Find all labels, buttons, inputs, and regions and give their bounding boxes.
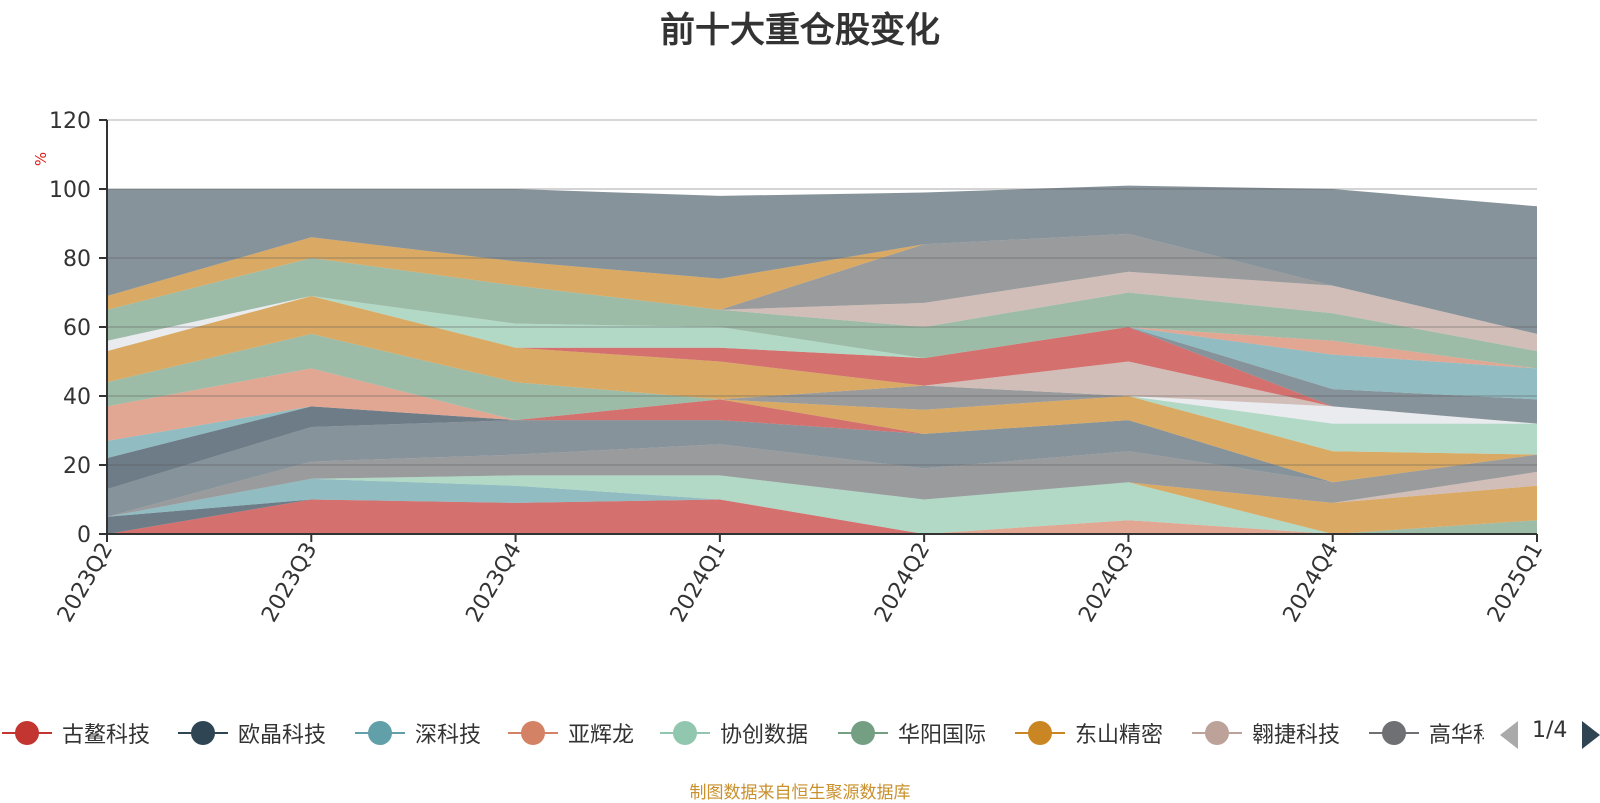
legend-label: 亚辉龙 xyxy=(568,723,635,748)
area-series-10 xyxy=(107,420,1537,517)
area-series-7 xyxy=(107,475,1537,534)
stacked-area-chart: 0 20 40 60 80 100 120 2023Q2 2023Q3 2023Q4 2024Q1 2… xyxy=(49,109,1548,627)
legend-label: 东山精密 xyxy=(1075,723,1164,748)
legend-marker-icon xyxy=(838,716,888,750)
legend-item[interactable]: 古鳌科技 xyxy=(2,716,150,750)
x-tick-label: 2024Q1 xyxy=(666,539,731,627)
area-series-15 xyxy=(107,368,1537,483)
legend-label: 华阳国际 xyxy=(898,723,987,748)
legend-item[interactable]: 亚辉龙 xyxy=(508,716,634,750)
area-series-20 xyxy=(107,333,1537,424)
area-series-5 xyxy=(107,475,1537,534)
x-tick-label: 2023Q4 xyxy=(461,539,526,627)
legend-label: 古鳌科技 xyxy=(62,723,151,748)
legend-prev-arrow-icon[interactable] xyxy=(1500,721,1518,749)
area-series-24 xyxy=(107,296,1537,400)
legend-item[interactable]: 深科技 xyxy=(355,716,481,750)
y-tick-label: 60 xyxy=(63,316,91,341)
area-series-3 xyxy=(107,478,1537,534)
legend-marker-icon xyxy=(1369,716,1419,750)
legend-item[interactable]: 欧晶科技 xyxy=(178,716,326,750)
legend-marker-icon xyxy=(2,716,52,750)
legend-item[interactable]: 东山精密 xyxy=(1015,716,1163,750)
area-series-9 xyxy=(107,444,1537,517)
legend-label: 欧晶科技 xyxy=(238,723,327,748)
legend-marker-icon xyxy=(660,716,710,750)
area-series-18 xyxy=(107,368,1537,424)
x-tick-label: 2024Q2 xyxy=(870,539,935,627)
legend-label: 翱捷科技 xyxy=(1252,723,1341,748)
legend-item[interactable]: 翱捷科技 xyxy=(1192,716,1340,750)
y-tick-label: 40 xyxy=(63,385,91,410)
legend-label: 深科技 xyxy=(415,723,482,748)
x-tick-label: 2023Q2 xyxy=(53,539,118,627)
area-series-17 xyxy=(107,368,1537,424)
data-source-note: 制图数据来自恒生聚源数据库 xyxy=(689,783,911,803)
legend-marker-icon xyxy=(1192,716,1242,750)
legend-marker-icon xyxy=(1015,716,1065,750)
legend-item[interactable]: 华阳国际 xyxy=(838,716,986,750)
area-series-23 xyxy=(107,296,1537,424)
y-tick-label: 120 xyxy=(49,109,91,134)
area-series-19 xyxy=(107,361,1537,424)
y-tick-label: 20 xyxy=(63,454,91,479)
area-series-16 xyxy=(107,368,1537,455)
chart-title: 前十大重仓股变化 xyxy=(659,11,940,51)
area-series-30 xyxy=(107,233,1537,334)
area-series-22 xyxy=(107,296,1537,424)
legend-item[interactable]: 高华科技 xyxy=(1369,716,1484,750)
legend-marker-icon xyxy=(178,716,228,750)
area-series-29 xyxy=(107,258,1537,352)
y-tick-label: 100 xyxy=(49,178,91,203)
legend-label: 高华科技 xyxy=(1429,723,1484,748)
area-series-31 xyxy=(107,233,1537,334)
x-tick-label: 2024Q4 xyxy=(1279,539,1344,627)
y-tick-label: 80 xyxy=(63,247,91,272)
legend-label: 协创数据 xyxy=(720,723,809,748)
x-tick-label: 2025Q1 xyxy=(1483,539,1548,627)
legend-marker-icon xyxy=(508,716,558,750)
legend-marker-icon xyxy=(355,716,405,750)
legend-pager: 1/4 xyxy=(1500,716,1600,750)
area-series-32 xyxy=(107,185,1537,334)
x-tick-label: 2023Q3 xyxy=(257,539,322,627)
legend-items: 古鳌科技 欧晶科技 深科技 亚辉龙 协创数据 华阳国际 东山精密 翱捷科技 高华科技 xyxy=(0,716,1484,750)
legend-page-indicator: 1/4 xyxy=(1532,718,1568,743)
legend-next-arrow-icon[interactable] xyxy=(1582,721,1600,749)
y-tick-label: 0 xyxy=(77,523,91,548)
area-series-28 xyxy=(107,258,1537,369)
legend-item[interactable]: 协创数据 xyxy=(660,716,808,750)
x-tick-label: 2024Q3 xyxy=(1074,539,1139,627)
legend: 古鳌科技 欧晶科技 深科技 亚辉龙 协创数据 华阳国际 东山精密 翱捷科技 高华科技 xyxy=(0,716,1600,750)
